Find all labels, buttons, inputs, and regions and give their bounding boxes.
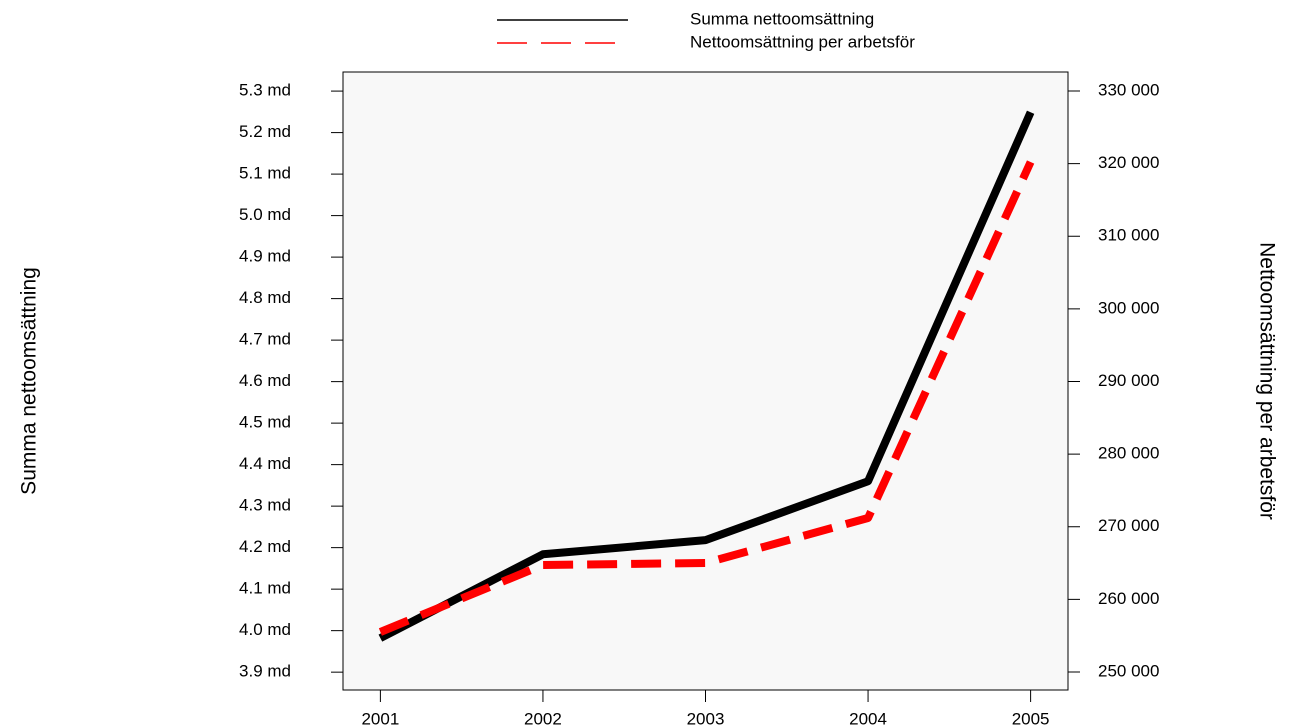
y-tick-label: 4.9 md: [239, 247, 291, 266]
y-tick-label: 4.1 md: [239, 579, 291, 598]
y2-tick-label: 280 000: [1098, 444, 1159, 463]
y2-tick-label: 260 000: [1098, 589, 1159, 608]
y-axis-title: Summa nettoomsättning: [18, 267, 41, 495]
y-tick-label: 4.7 md: [239, 330, 291, 349]
y-tick-label: 4.0 md: [239, 620, 291, 639]
y2-tick-label: 290 000: [1098, 371, 1159, 390]
y-tick-label: 4.3 md: [239, 496, 291, 515]
y-tick-label: 5.0 md: [239, 205, 291, 224]
y2-tick-label: 320 000: [1098, 153, 1159, 172]
y-tick-label: 5.1 md: [239, 164, 291, 183]
y2-axis-title: Nettoomsättning per arbetsför: [1255, 242, 1278, 520]
x-tick-label: 2004: [849, 709, 887, 728]
line-series: [378, 110, 1035, 642]
y-tick-label: 4.5 md: [239, 413, 291, 432]
y2-tick-label: 250 000: [1098, 661, 1159, 680]
y2-tick-label: 300 000: [1098, 298, 1159, 317]
legend-label: Summa nettoomsättning: [690, 9, 874, 28]
line-series: [378, 160, 1035, 636]
y-tick-label: 4.4 md: [239, 454, 291, 473]
y2-tick-label: 310 000: [1098, 226, 1159, 245]
y-tick-label: 4.6 md: [239, 371, 291, 390]
plot-area: [342, 71, 1069, 691]
x-tick-label: 2003: [687, 709, 725, 728]
y2-tick-label: 330 000: [1098, 80, 1159, 99]
y-tick-label: 4.2 md: [239, 537, 291, 556]
x-tick-label: 2005: [1012, 709, 1050, 728]
legend-label: Nettoomsättning per arbetsför: [690, 32, 915, 51]
x-tick-label: 2001: [361, 709, 399, 728]
y2-tick-label: 270 000: [1098, 516, 1159, 535]
x-tick-label: 2002: [524, 709, 562, 728]
y-tick-label: 5.3 md: [239, 81, 291, 100]
y-tick-label: 4.8 md: [239, 288, 291, 307]
y-tick-label: 5.2 md: [239, 122, 291, 141]
y-tick-label: 3.9 md: [239, 662, 291, 681]
